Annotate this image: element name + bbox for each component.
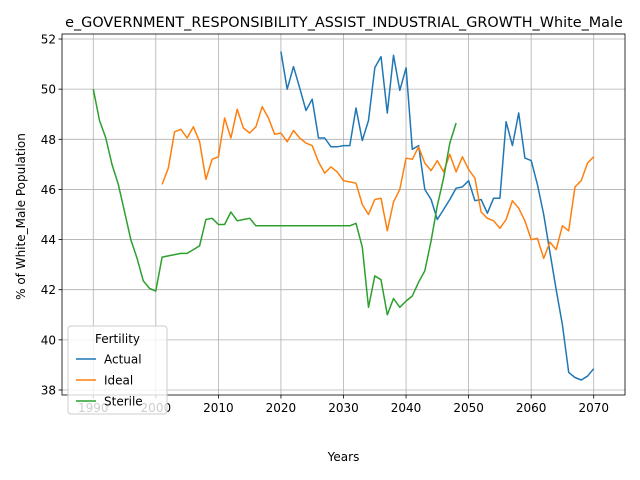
x-tick-label: 2060 [516, 401, 547, 415]
y-tick-label: 50 [41, 83, 56, 97]
grid [62, 34, 625, 395]
legend-box [67, 325, 168, 415]
x-tick-label: 2070 [578, 401, 609, 415]
x-tick-label: 2010 [203, 401, 234, 415]
legend-title: Fertility [95, 332, 140, 346]
y-tick-label: 40 [41, 333, 56, 347]
x-tick-label: 2020 [266, 401, 297, 415]
y-axis-label: % of White_Male Population [14, 133, 28, 300]
y-tick-label: 52 [41, 33, 56, 47]
legend-label-actual: Actual [104, 353, 142, 367]
series-lines [92, 51, 595, 381]
y-tick-label: 38 [41, 383, 56, 397]
series-line-sterile [92, 89, 457, 316]
series-line-ideal [161, 105, 595, 260]
y-tick-label: 46 [41, 183, 56, 197]
y-tick-label: 44 [41, 233, 56, 247]
x-axis-label: Years [327, 450, 360, 464]
chart-title: e_GOVERNMENT_RESPONSIBILITY_ASSIST_INDUS… [65, 15, 623, 31]
y-tick-label: 48 [41, 133, 56, 147]
series-line-actual [280, 51, 595, 381]
legend-label-ideal: Ideal [104, 374, 133, 388]
x-tick-label: 2050 [453, 401, 484, 415]
x-tick-label: 2040 [391, 401, 422, 415]
y-tick-label: 42 [41, 283, 56, 297]
x-tick-label: 2030 [328, 401, 359, 415]
legend-label-sterile: Sterile [104, 395, 143, 409]
legend: Fertility Actual Ideal Sterile [67, 325, 168, 415]
